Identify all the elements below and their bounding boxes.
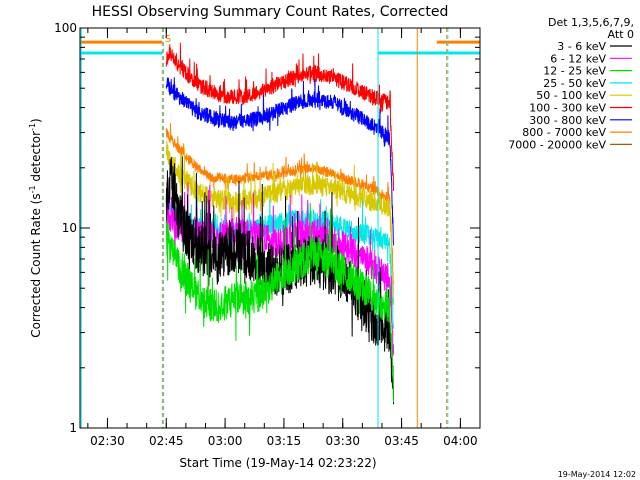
y-axis-label-main: Corrected Count Rate (s — [29, 193, 43, 337]
x-tick-label-1: 02:45 — [149, 434, 184, 448]
x-tick-label-4: 03:30 — [325, 434, 360, 448]
y-tick-label-1: 10 — [62, 221, 77, 235]
series-line-6 — [165, 156, 395, 405]
y-axis-label-close: ) — [29, 118, 43, 123]
legend-label-6: 300 - 800 keV — [529, 114, 606, 127]
y-axis-label-sup: -1 — [28, 185, 37, 193]
x-tick-label-2: 03:00 — [208, 434, 243, 448]
legend-label-4: 50 - 100 keV — [536, 89, 606, 102]
y-axis-label: Corrected Count Rate (s-1 detector-1) — [28, 118, 43, 337]
plot-frame — [79, 27, 481, 429]
legend-header-line-2: Att 0 — [608, 28, 634, 41]
timestamp: 19-May-2014 12:02 — [558, 470, 636, 479]
x-tick-label-0: 02:30 — [90, 434, 125, 448]
x-tick-label-5: 03:45 — [384, 434, 419, 448]
series-line-1 — [165, 77, 395, 246]
legend-header-line-1: Det 1,3,5,6,7,9, — [548, 16, 634, 29]
y-axis-label-tail: detector — [29, 131, 43, 186]
legend-label-5: 100 - 300 keV — [529, 102, 606, 115]
series-line-7 — [165, 202, 395, 403]
x-tick-label-6: 04:00 — [443, 434, 478, 448]
legend-label-0: 3 - 6 keV — [557, 40, 606, 53]
legend-label-1: 6 - 12 keV — [550, 52, 606, 65]
y-tick-label-0: 1 — [69, 421, 77, 435]
x-axis-label: Start Time (19-May-14 02:23:22) — [179, 456, 376, 470]
legend-label-7: 800 - 7000 keV — [522, 126, 606, 139]
legend-label-2: 12 - 25 keV — [543, 65, 606, 78]
legend-label-8: 7000 - 20000 keV — [508, 138, 606, 151]
plot-area: S — [80, 28, 480, 428]
x-tick-label-3: 03:15 — [267, 434, 302, 448]
legend-label-3: 25 - 50 keV — [543, 77, 606, 90]
series-line-3 — [165, 141, 395, 305]
y-axis-label-sup2: -1 — [28, 123, 37, 131]
series-line-5 — [165, 179, 395, 357]
svg-text:Corrected Count Rate (s-1 dete: Corrected Count Rate (s-1 detector-1) — [28, 118, 43, 337]
series-line-0 — [165, 42, 395, 191]
chart-title: HESSI Observing Summary Count Rates, Cor… — [92, 4, 449, 20]
flag-label: S — [165, 34, 171, 45]
y-tick-label-2: 100 — [54, 21, 77, 35]
